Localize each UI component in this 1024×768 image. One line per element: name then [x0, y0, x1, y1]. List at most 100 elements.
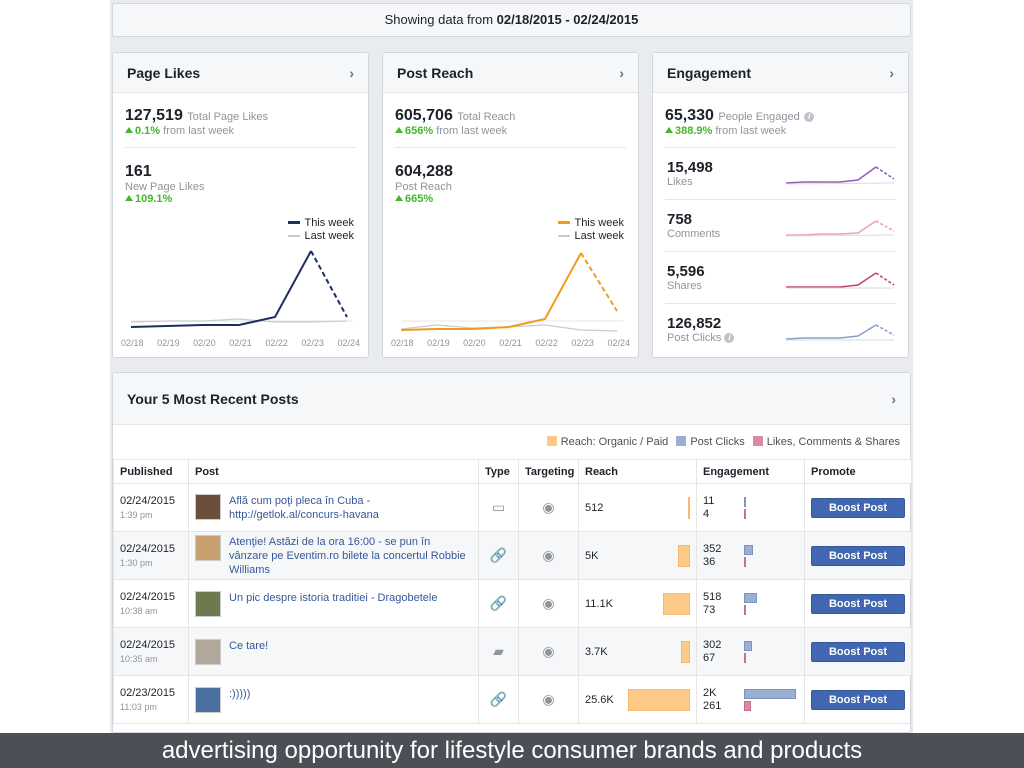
clicks-bar [744, 688, 796, 699]
tick-label: 02/20 [193, 338, 216, 348]
reach-value: 5K [585, 549, 599, 562]
total-reach-change: 656% [405, 125, 434, 137]
divider [125, 147, 356, 148]
arrow-up-icon [125, 127, 133, 133]
clicks-bar [744, 592, 757, 603]
engagement-title: Engagement [667, 64, 752, 81]
globe-icon: ◉ [542, 595, 555, 611]
post-time: 10:38 am [120, 606, 158, 616]
post-time: 1:30 pm [120, 558, 153, 568]
boost-post-button[interactable]: Boost Post [811, 545, 905, 566]
new-page-likes-value: 161 [125, 163, 152, 180]
column-published[interactable]: Published [113, 459, 189, 484]
boost-post-button[interactable]: Boost Post [811, 689, 905, 710]
legend-item-reach: Reach: Organic / Paid [546, 436, 669, 448]
shares-value: 261 [703, 699, 722, 712]
table-row: 02/24/2015 10:38 am Un pic despre istoria… [113, 579, 912, 628]
boost-post-button[interactable]: Boost Post [811, 497, 905, 518]
arrow-up-icon [395, 127, 403, 133]
shares-bar [744, 604, 746, 615]
from-last-week-label: from last week [436, 125, 508, 137]
post-link[interactable]: Atenţie! Astăzi de la ora 16:00 - se pun… [229, 535, 466, 576]
post-date: 02/23/2015 [120, 687, 176, 699]
legend-last-week: Last week [304, 229, 354, 242]
post-link[interactable]: Ce tare! [229, 639, 269, 652]
recent-posts-header[interactable]: Your 5 Most Recent Posts › [113, 373, 910, 425]
column-targeting[interactable]: Targeting [518, 459, 579, 484]
boost-post-button[interactable]: Boost Post [811, 593, 905, 614]
legend-reach-label: Reach: Organic / Paid [560, 436, 669, 448]
post-link[interactable]: Află cum poţi pleca în Cuba - http://get… [229, 494, 379, 521]
chevron-right-icon[interactable]: › [619, 64, 624, 81]
post-date: 02/24/2015 [120, 591, 176, 603]
column-post[interactable]: Post [188, 459, 479, 484]
chevron-right-icon[interactable]: › [349, 64, 354, 81]
globe-icon: ◉ [542, 643, 555, 659]
boost-post-button[interactable]: Boost Post [811, 641, 905, 662]
shares-bar [744, 700, 751, 711]
legend-this-week: This week [304, 216, 354, 229]
post-reach-change: 665% [405, 193, 434, 205]
arrow-up-icon [395, 195, 403, 201]
page-likes-header[interactable]: Page Likes › [113, 53, 368, 93]
x-axis: 02/18 02/19 02/20 02/21 02/22 02/23 02/2… [391, 338, 630, 348]
page-likes-card: Page Likes › 127,519 Total Page Likes 0.… [112, 52, 369, 358]
column-reach[interactable]: Reach [578, 459, 697, 484]
table-row: 02/24/2015 1:30 pm Atenţie! Astăzi de la … [113, 531, 912, 580]
reach-value: 3.7K [585, 645, 608, 658]
globe-icon: ◉ [542, 547, 555, 563]
comments-value: 758 [667, 211, 693, 228]
chevron-right-icon[interactable]: › [889, 64, 894, 81]
post-thumbnail[interactable] [195, 686, 221, 713]
divider [665, 199, 896, 200]
post-date: 02/24/2015 [120, 543, 176, 555]
post-thumbnail[interactable] [195, 638, 221, 665]
new-page-likes-change: 109.1% [135, 193, 173, 205]
chevron-right-icon[interactable]: › [891, 390, 896, 407]
tick-label: 02/22 [265, 338, 288, 348]
engagement-card: Engagement › 65,330 People Engaged i 388… [652, 52, 909, 358]
post-clicks-value: 126,852 [667, 315, 722, 332]
reach-bar [688, 496, 690, 519]
post-thumbnail[interactable] [195, 493, 221, 520]
clicks-bar [744, 496, 746, 507]
column-type[interactable]: Type [478, 459, 519, 484]
legend-clicks-label: Post Clicks [690, 436, 745, 448]
people-engaged-value: 65,330 [665, 107, 714, 124]
likes-sparkline [785, 166, 895, 185]
tick-label: 02/20 [463, 338, 486, 348]
chart-legend: This week Last week [288, 216, 354, 242]
info-icon[interactable]: i [724, 333, 735, 343]
legend-item-shares: Likes, Comments & Shares [752, 436, 900, 448]
people-engaged-change: 388.9% [675, 125, 713, 137]
divider [665, 303, 896, 304]
post-thumbnail[interactable] [195, 590, 221, 617]
table-row: 02/24/2015 10:35 am Ce tare! ▰ ◉ 3.7K 302… [113, 627, 912, 676]
engagement-row-post-clicks: 126,852 Post Clicks i [667, 315, 896, 367]
info-icon[interactable]: i [804, 112, 815, 122]
clicks-value: 302 [703, 638, 722, 651]
album-icon: ▭ [491, 499, 506, 515]
reach-bar [663, 592, 690, 615]
legend-this-week: This week [574, 216, 624, 229]
link-icon: 🔗 [489, 595, 508, 611]
tick-label: 02/24 [337, 338, 360, 348]
tick-label: 02/21 [229, 338, 252, 348]
page-likes-chart [130, 250, 353, 328]
post-time: 11:03 pm [120, 702, 157, 712]
table-row: 02/24/2015 1:39 pm Află cum poţi pleca în… [113, 483, 912, 532]
post-reach-header[interactable]: Post Reach › [383, 53, 638, 93]
clicks-bar [744, 640, 752, 651]
post-link[interactable]: Un pic despre istoria traditiei - Dragob… [229, 591, 438, 604]
clicks-value: 352 [703, 542, 722, 555]
column-engagement[interactable]: Engagement [696, 459, 805, 484]
post-thumbnail[interactable] [195, 534, 221, 561]
globe-icon: ◉ [542, 691, 555, 707]
new-page-likes-label: New Page Likes [125, 181, 205, 193]
engagement-header[interactable]: Engagement › [653, 53, 908, 93]
likes-value: 15,498 [667, 159, 713, 176]
clicks-value: 518 [703, 590, 722, 603]
shares-bar [744, 652, 746, 663]
post-link[interactable]: :))))) [229, 687, 251, 700]
column-promote[interactable]: Promote [804, 459, 912, 484]
